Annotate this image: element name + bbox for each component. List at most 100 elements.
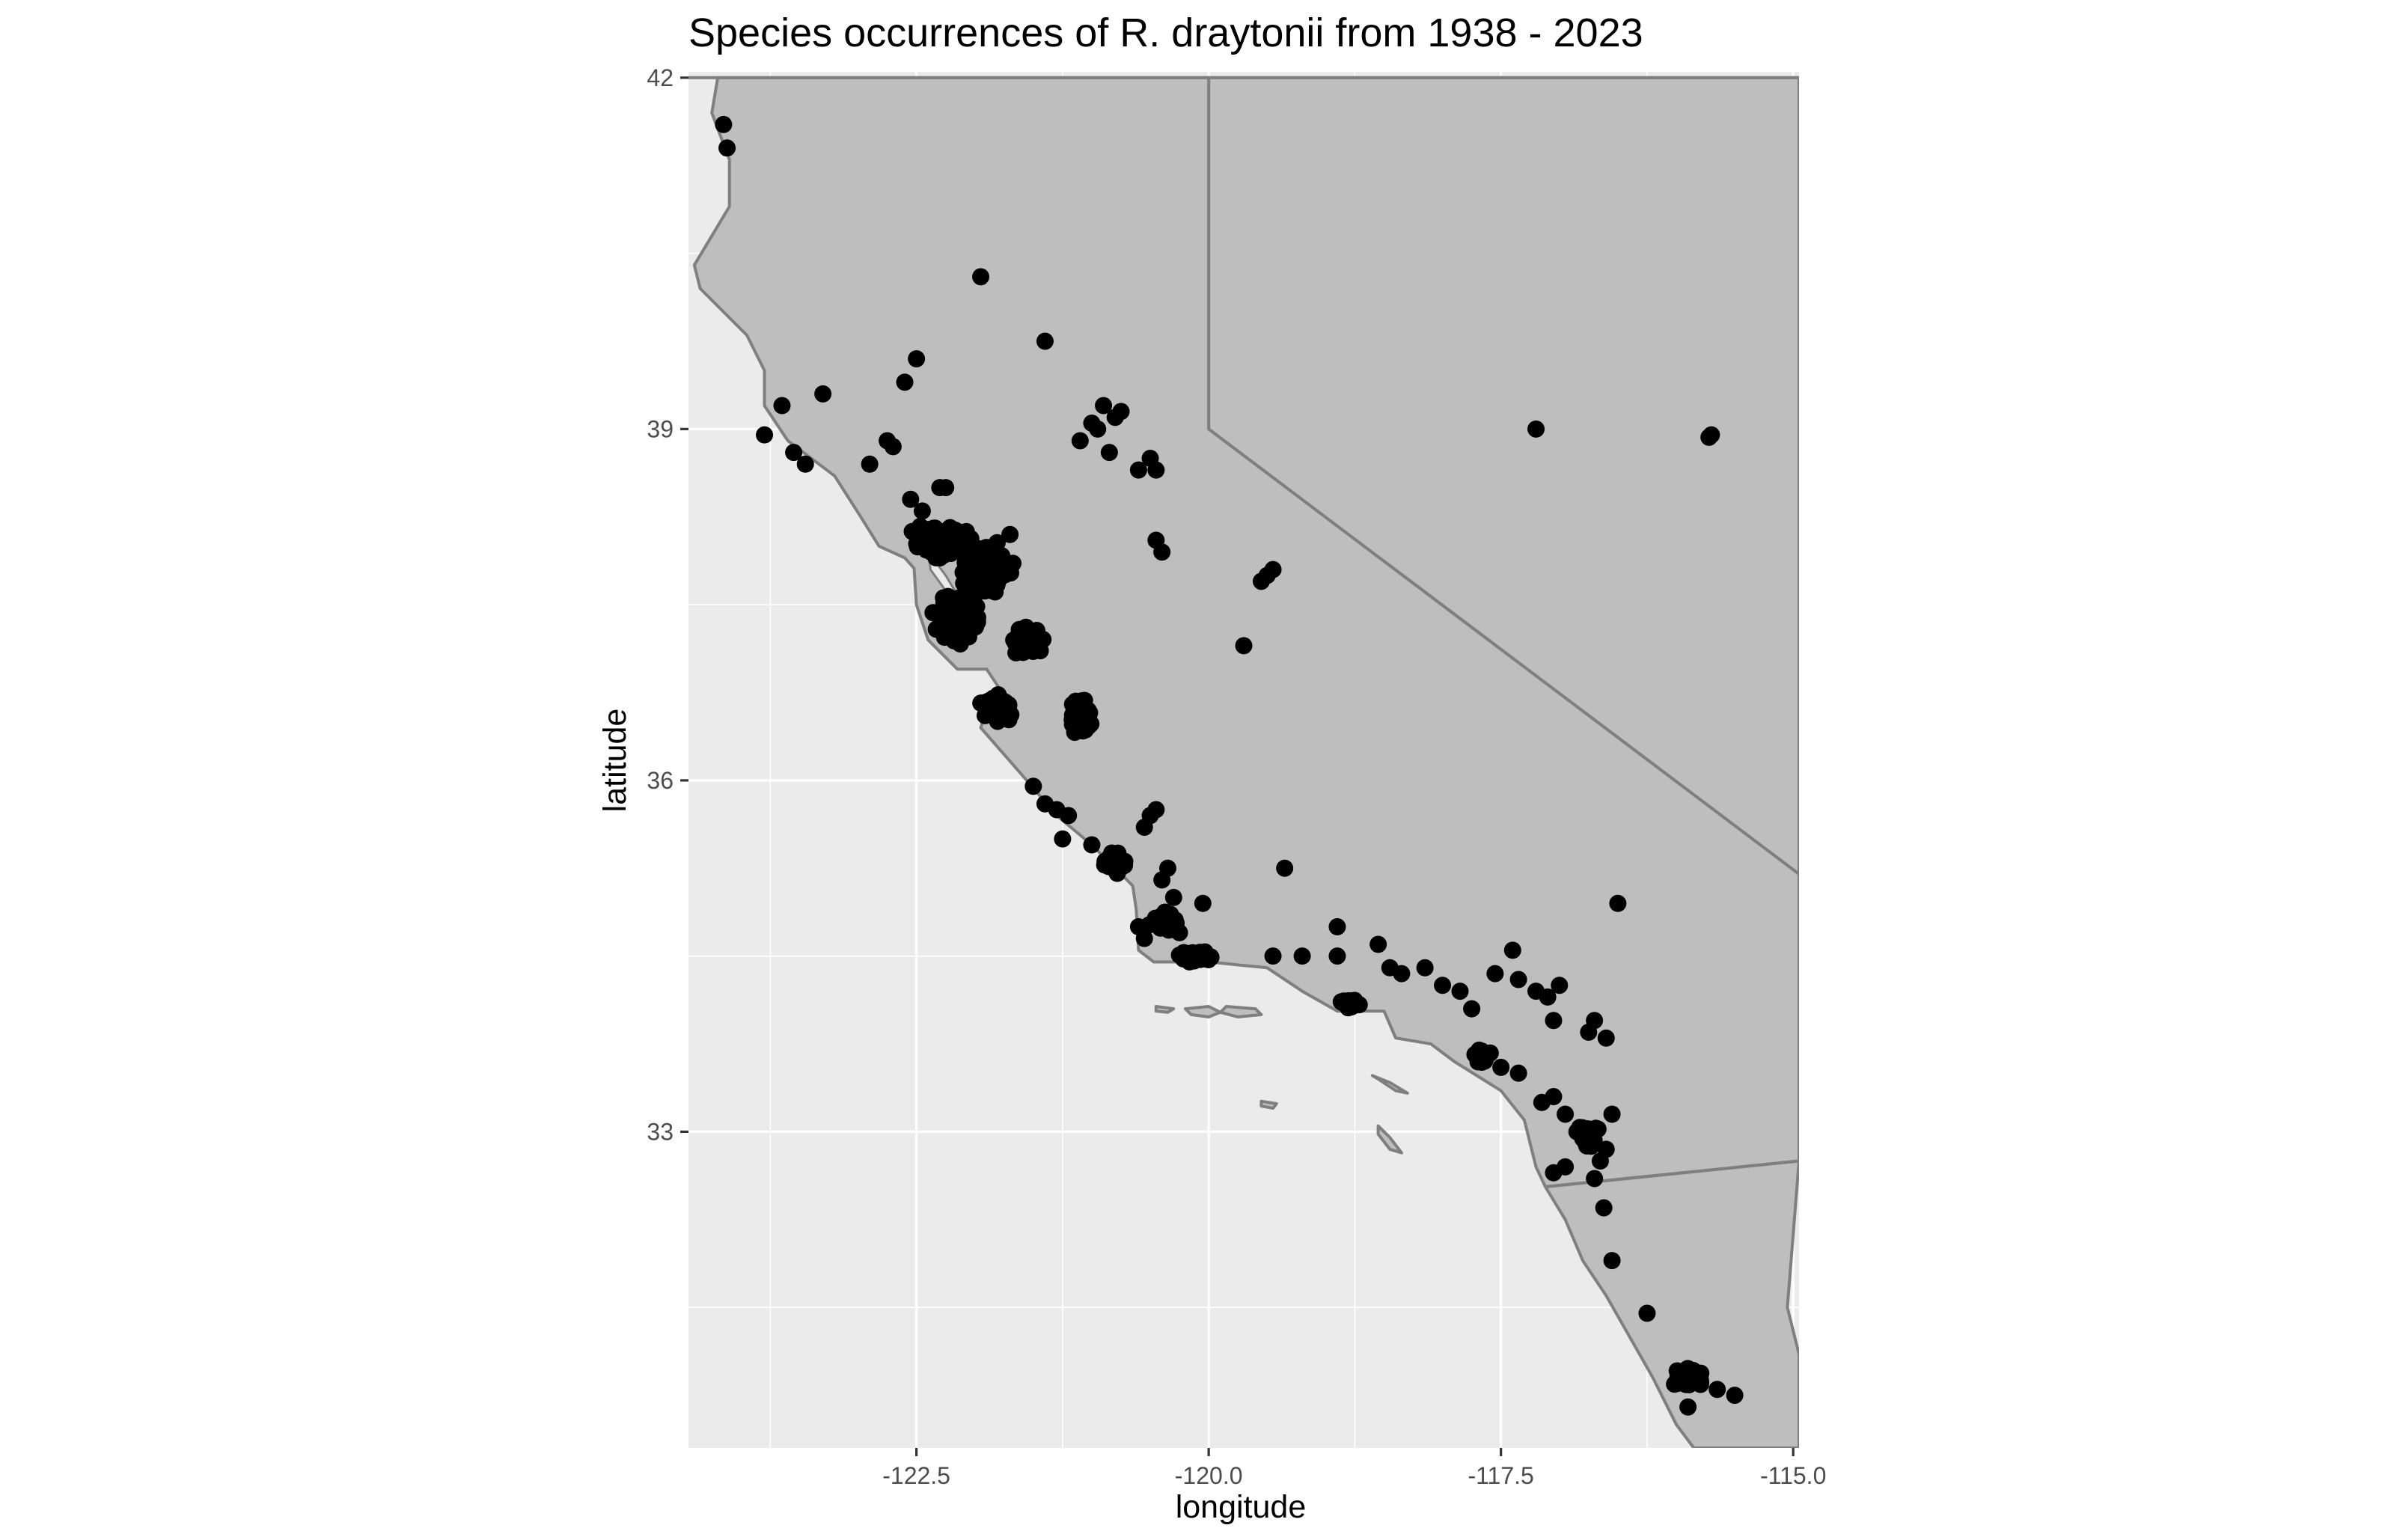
occurrence-point (1486, 965, 1504, 983)
occurrence-point (1679, 1398, 1697, 1416)
occurrence-point (1147, 801, 1165, 819)
occurrence-point (1153, 543, 1171, 561)
occurrence-point (1603, 1105, 1621, 1123)
occurrence-point (1539, 988, 1557, 1006)
map-title: Species occurrences of R. draytonii from… (688, 10, 1643, 55)
occurrence-point (1328, 947, 1346, 965)
island (1259, 1099, 1278, 1110)
occurrence-point (896, 373, 914, 391)
occurrence-point (1369, 935, 1387, 953)
occurrence-point (1235, 637, 1253, 655)
x-tick-label: -115.0 (1760, 1462, 1826, 1489)
occurrence-point (1024, 777, 1042, 795)
occurrence-point (1071, 432, 1089, 450)
land-california (692, 76, 1799, 1188)
occurrence-point (988, 534, 1006, 551)
occurrence-point (1164, 888, 1182, 906)
occurrence-point (1095, 397, 1113, 415)
occurrence-point (756, 426, 774, 444)
occurrence-point (1036, 332, 1054, 350)
occurrence-point (1100, 444, 1118, 462)
occurrence-point (1681, 1367, 1699, 1385)
land-baja (1544, 1159, 1799, 1448)
occurrence-point (913, 502, 931, 520)
occurrence-point (1135, 929, 1153, 947)
occurrence-point (1638, 1304, 1656, 1322)
occurrence-point (950, 633, 968, 651)
island (1154, 1005, 1176, 1014)
occurrence-point (1001, 564, 1019, 582)
occurrence-point (931, 549, 949, 567)
x-axis-title: longitude (1176, 1489, 1307, 1525)
occurrence-point (911, 517, 929, 535)
occurrence-point (1509, 971, 1527, 989)
y-axis-title: latitude (597, 709, 633, 813)
occurrence-point (773, 397, 791, 415)
occurrence-point (1078, 702, 1096, 720)
occurrence-point (1545, 1012, 1563, 1030)
occurrence-point (718, 139, 736, 157)
axes: -122.5 -120.0 -117.5 -115.0 33 36 39 42 (647, 64, 1826, 1489)
occurrence-point (1293, 947, 1311, 965)
occurrence-point (1463, 1000, 1481, 1018)
occurrence-point (1258, 566, 1276, 584)
occurrence-point (1434, 977, 1452, 994)
island (1370, 1074, 1409, 1095)
occurrence-point (1001, 525, 1019, 543)
occurrence-point (972, 268, 990, 286)
occurrence-point (1112, 403, 1130, 421)
occurrence-point (1147, 461, 1165, 479)
occurrence-point (1557, 1105, 1575, 1123)
panel-content (688, 72, 1799, 1448)
occurrence-point (939, 599, 957, 617)
occurrence-point (1022, 626, 1040, 644)
occurrence-point (1083, 836, 1101, 854)
occurrence-point (937, 479, 955, 497)
occurrence-point (983, 563, 1001, 581)
occurrence-point (1100, 849, 1118, 867)
occurrence-point (1083, 415, 1101, 433)
occurrence-point (902, 490, 920, 508)
occurrence-point (1328, 918, 1346, 936)
occurrence-point (1451, 983, 1469, 1000)
island (1376, 1124, 1403, 1155)
occurrence-point (1591, 1152, 1609, 1170)
occurrence-point (814, 385, 832, 403)
occurrence-point (1545, 1087, 1563, 1105)
occurrence-point (1161, 913, 1179, 931)
land-layer (692, 76, 1799, 1448)
occurrence-point (1153, 871, 1171, 889)
occurrence-point (1668, 1375, 1686, 1393)
x-tick-label: -117.5 (1468, 1462, 1533, 1489)
occurrence-point (1503, 941, 1521, 959)
occurrence-point (1609, 894, 1627, 912)
occurrence-point (926, 519, 944, 537)
y-tick-label: 36 (647, 767, 674, 794)
y-tick-label: 33 (647, 1118, 674, 1145)
y-tick-label: 42 (647, 64, 674, 91)
occurrence-point (956, 584, 974, 602)
occurrence-point (1416, 959, 1434, 977)
occurrence-point (1060, 807, 1078, 825)
occurrence-point (1568, 1122, 1586, 1140)
island (1218, 1005, 1263, 1018)
y-tick-label: 39 (647, 415, 674, 442)
x-tick-label: -120.0 (1175, 1462, 1243, 1489)
occurrence-point (1064, 710, 1082, 728)
occurrence-point (1276, 859, 1294, 877)
occurrence-point (1603, 1252, 1621, 1270)
occurrence-point (953, 607, 971, 625)
occurrence-point (861, 455, 879, 473)
occurrence-point (965, 558, 983, 576)
occurrence-point (715, 115, 733, 133)
occurrence-point (1170, 923, 1188, 941)
occurrence-point (1726, 1387, 1744, 1405)
occurrence-point (997, 700, 1015, 718)
x-tick-label: -122.5 (882, 1462, 950, 1489)
occurrence-point (1708, 1381, 1726, 1399)
occurrence-point (908, 349, 926, 367)
occurrence-point (1129, 461, 1147, 479)
occurrence-point (954, 620, 972, 638)
island (1183, 1005, 1222, 1018)
